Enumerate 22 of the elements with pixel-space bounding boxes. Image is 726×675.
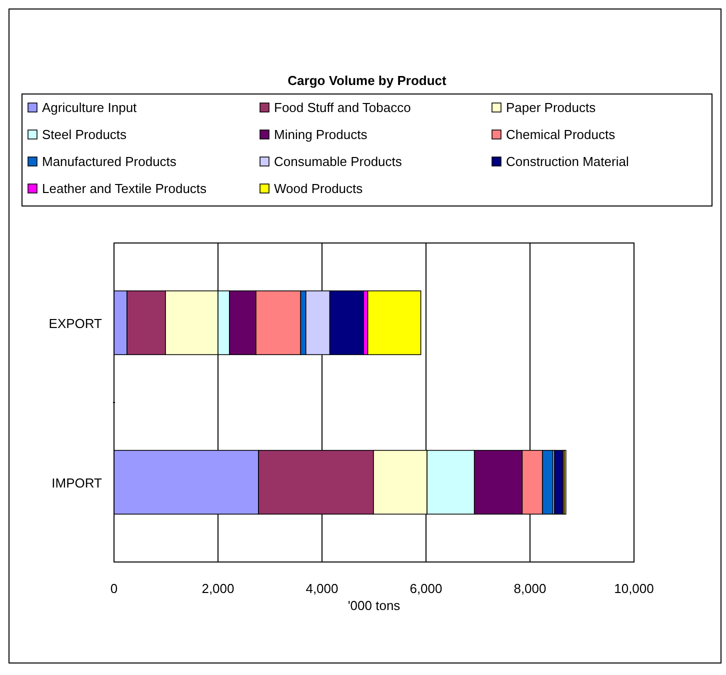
legend-label: Wood Products (274, 181, 364, 196)
x-tick-label: 0 (110, 581, 118, 596)
legend-label: Consumable Products (274, 154, 402, 169)
legend-label: Construction Material (506, 154, 629, 169)
legend-label: Paper Products (506, 100, 596, 115)
x-tick-label: 2,000 (202, 581, 234, 596)
legend-label: Manufactured Products (42, 154, 177, 169)
legend-label: Leather and Textile Products (42, 181, 208, 196)
y-tick-label: EXPORT (48, 316, 102, 331)
legend-label: Food Stuff and Tobacco (274, 100, 411, 115)
legend-label: Agriculture Input (42, 100, 138, 115)
x-tick-label: 8,000 (514, 581, 546, 596)
x-tick-label: 10,000 (614, 581, 654, 596)
bar (367, 290, 422, 356)
x-tick-label: 4,000 (306, 581, 338, 596)
y-tick-label: IMPORT (52, 475, 102, 490)
x-axis-title: '000 tons (348, 598, 401, 613)
legend-label: Steel Products (42, 127, 128, 142)
x-tick-label: 6,000 (410, 581, 442, 596)
chart-title: Cargo Volume by Product (288, 73, 447, 88)
legend-label: Chemical Products (506, 127, 616, 142)
legend-label: Mining Products (274, 127, 368, 142)
